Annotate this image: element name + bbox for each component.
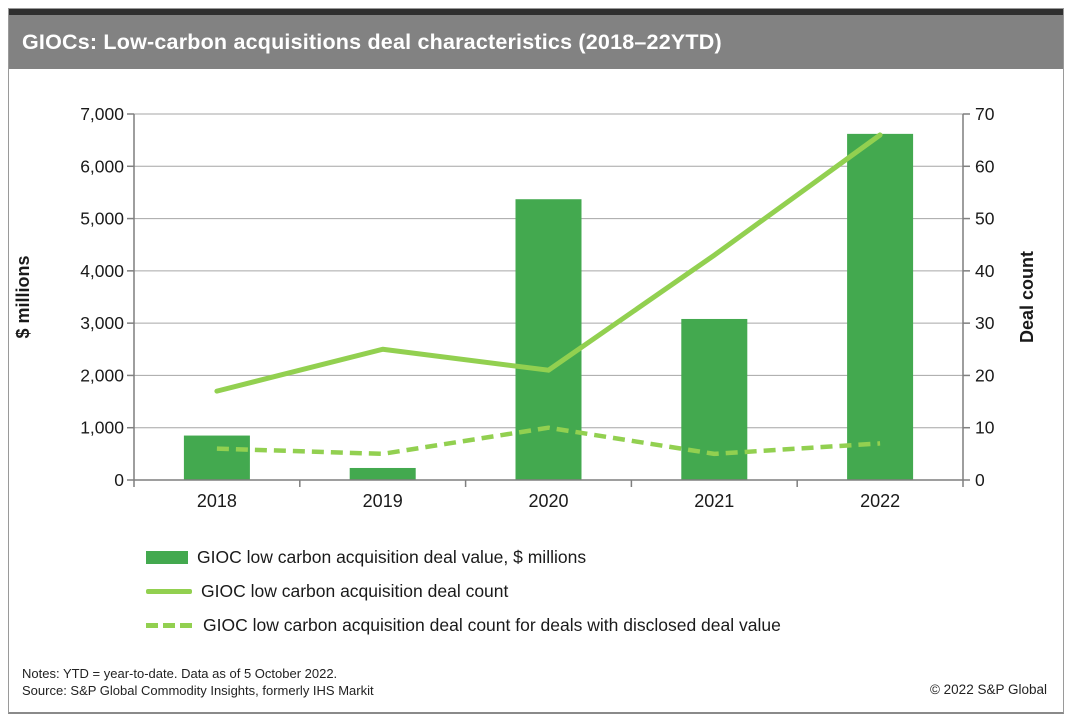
source-text: Source: S&P Global Commodity Insights, f… <box>22 682 374 698</box>
notes-text: Notes: YTD = year-to-date. Data as of 5 … <box>22 665 338 681</box>
legend-item-disclosed-count: GIOC low carbon acquisition deal count f… <box>146 608 781 642</box>
svg-text:1,000: 1,000 <box>80 418 124 438</box>
footer-notes: Notes: YTD = year-to-date. Data as of 5 … <box>22 665 374 699</box>
legend-label-deal-count: GIOC low carbon acquisition deal count <box>201 580 509 601</box>
svg-text:30: 30 <box>975 313 995 333</box>
svg-text:$ millions: $ millions <box>13 255 33 338</box>
svg-text:2,000: 2,000 <box>80 365 124 385</box>
svg-text:2021: 2021 <box>694 491 734 511</box>
svg-text:60: 60 <box>975 156 995 176</box>
line-swatch <box>146 588 192 594</box>
dashed-line-swatch <box>146 622 194 628</box>
legend-label-disclosed-count: GIOC low carbon acquisition deal count f… <box>203 614 781 635</box>
svg-text:20: 20 <box>975 365 995 385</box>
svg-text:0: 0 <box>975 470 985 490</box>
report-figure: GIOCs: Low-carbon acquisitions deal char… <box>8 8 1064 714</box>
combo-chart: 0 0 1,000 10 2,000 20 3,000 30 4,000 40 5,000 50 6,0… <box>13 104 1037 511</box>
copyright-text: © 2022 S&P Global <box>929 682 1047 697</box>
svg-text:6,000: 6,000 <box>80 156 124 176</box>
svg-text:2019: 2019 <box>363 491 403 511</box>
svg-text:10: 10 <box>975 418 995 438</box>
svg-text:0: 0 <box>114 470 124 490</box>
svg-text:50: 50 <box>975 209 995 229</box>
svg-text:70: 70 <box>975 104 995 124</box>
svg-text:3,000: 3,000 <box>80 313 124 333</box>
svg-text:2022: 2022 <box>860 491 900 511</box>
bar-swatch <box>146 550 188 564</box>
title-bar: GIOCs: Low-carbon acquisitions deal char… <box>9 15 1063 69</box>
svg-text:5,000: 5,000 <box>80 209 124 229</box>
svg-text:7,000: 7,000 <box>80 104 124 124</box>
legend-label-deal-value: GIOC low carbon acquisition deal value, … <box>197 546 587 567</box>
legend-item-deal-value: GIOC low carbon acquisition deal value, … <box>146 540 781 574</box>
legend-item-deal-count: GIOC low carbon acquisition deal count <box>146 574 781 608</box>
svg-text:2020: 2020 <box>528 491 568 511</box>
chart-title: GIOCs: Low-carbon acquisitions deal char… <box>22 29 722 54</box>
svg-text:2018: 2018 <box>197 491 237 511</box>
svg-text:4,000: 4,000 <box>80 261 124 281</box>
svg-text:Deal count: Deal count <box>1017 251 1037 343</box>
svg-text:40: 40 <box>975 261 995 281</box>
chart-legend: GIOC low carbon acquisition deal value, … <box>146 540 781 642</box>
top-accent-strip <box>9 9 1063 15</box>
